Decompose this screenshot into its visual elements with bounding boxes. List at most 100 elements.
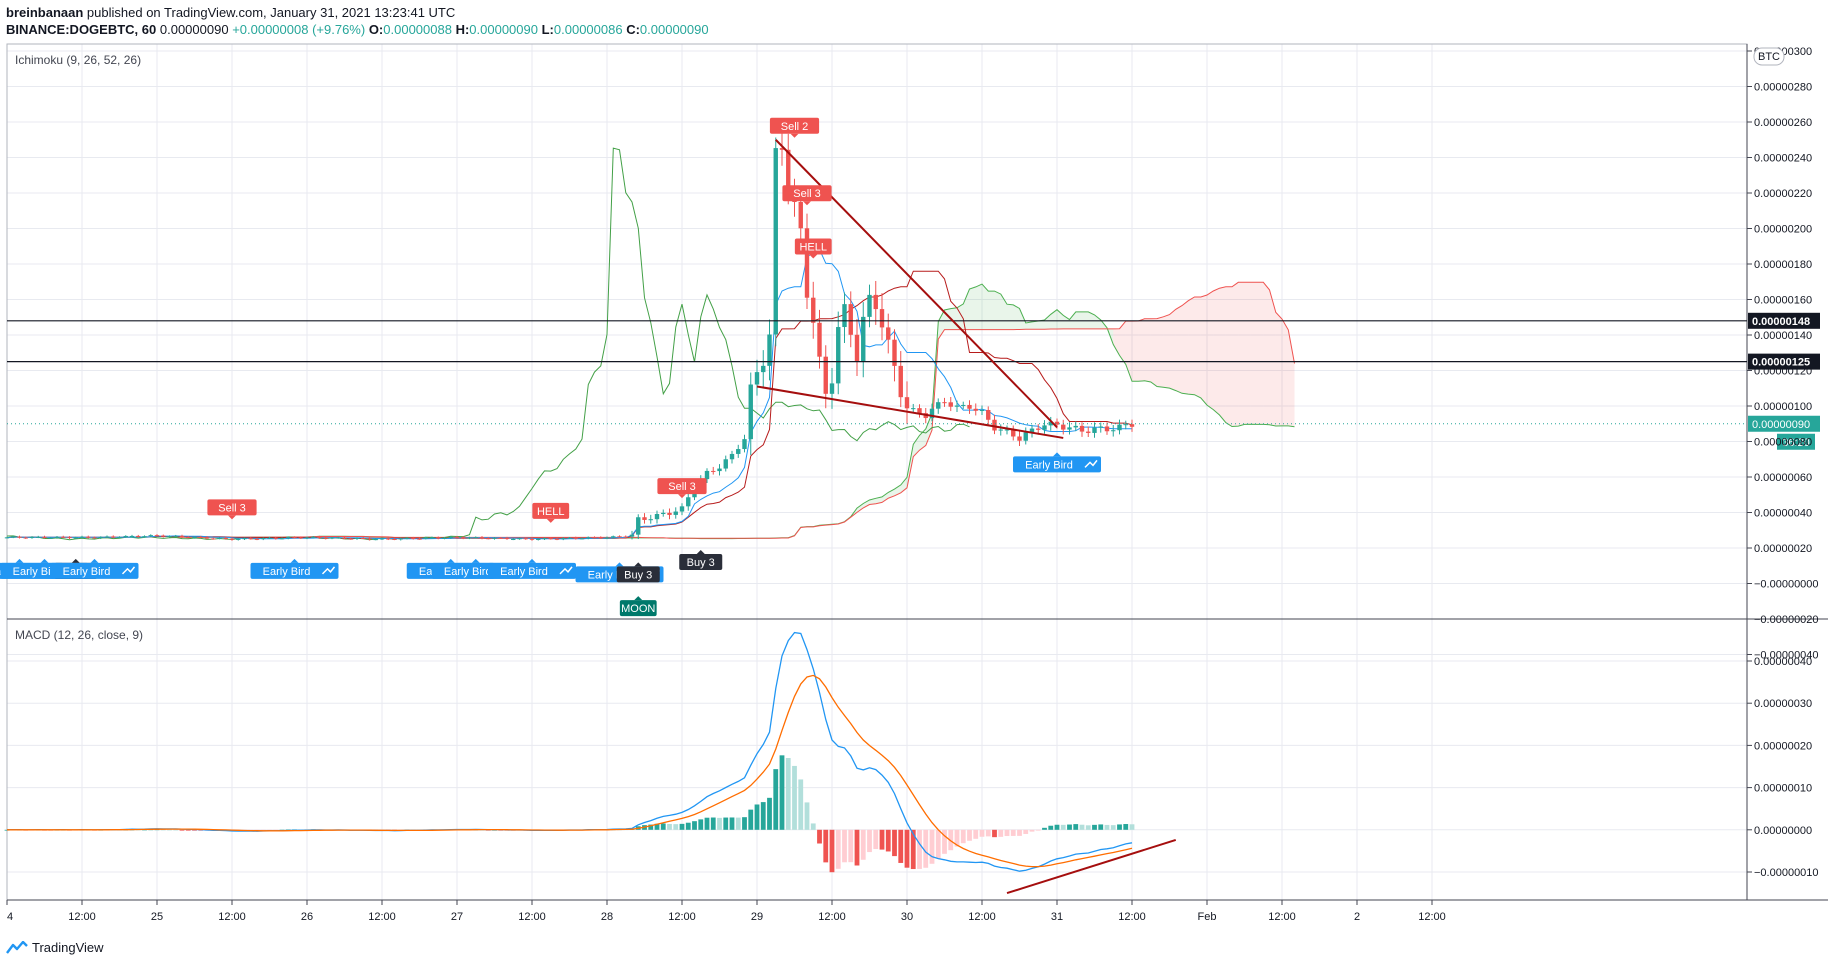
candle-body: [479, 537, 485, 539]
candle-body: [186, 537, 191, 539]
cloud-segment: [1007, 304, 1014, 330]
candle-body: [117, 537, 122, 539]
macd-signal-line: [7, 674, 1133, 868]
signal-text: Early Bird: [500, 566, 548, 578]
level-price-tag: [1748, 353, 1820, 370]
cloud-segment: [1232, 282, 1239, 427]
candle-body: [417, 538, 422, 540]
cloud-segment: [1032, 320, 1039, 330]
candle-body: [1117, 424, 1122, 431]
macd-histogram-bar: [673, 824, 679, 830]
candle-body: [1017, 436, 1022, 441]
candle-body: [1048, 421, 1053, 426]
candle-body: [167, 536, 172, 538]
level-price-label: 0.00000148: [1752, 316, 1810, 328]
candle-body: [79, 536, 85, 538]
cloud-segment: [1044, 314, 1051, 330]
price-axis[interactable]: 0.000003000.000002800.000002600.00000240…: [1747, 46, 1819, 662]
macd-histogram-bar: [792, 765, 797, 830]
bird-icon: [121, 566, 136, 575]
time-tick-label: 12:00: [518, 911, 546, 923]
signal-pointer: [228, 515, 236, 520]
candle-body: [273, 537, 278, 539]
signal-pointer: [634, 562, 643, 567]
macd-histogram-bar: [873, 829, 879, 850]
time-axis[interactable]: 4 12:00 25 12:00 26 12:00 27 12:00 28 12:00 29 12:0…: [6, 900, 1446, 923]
macd-histogram-bar: [1129, 824, 1135, 830]
macd-histogram-bar: [735, 817, 741, 830]
time-tick-label: Feb: [1198, 911, 1217, 923]
price-tick-label: 0.00000260: [1754, 117, 1812, 129]
candle-body: [536, 538, 541, 540]
candle-body: [604, 537, 610, 539]
macd-histogram-bar: [923, 829, 929, 868]
macd-histogram-bar: [748, 809, 754, 830]
candle-body: [967, 404, 972, 409]
candle-body: [104, 536, 110, 538]
time-tick-label: 28: [601, 911, 613, 923]
symbol-label[interactable]: BINANCE:DOGEBTC, 60: [6, 22, 157, 37]
candle-body: [929, 408, 935, 419]
signal-text: Buy 3: [687, 557, 715, 569]
candle-body: [23, 537, 28, 539]
candle-body: [961, 404, 966, 406]
macd-title[interactable]: MACD (12, 26, close, 9): [15, 628, 143, 642]
price-tick-label: 0.00000140: [1754, 330, 1812, 342]
candle-body: [161, 535, 166, 537]
cloud-segment: [1144, 318, 1151, 383]
high-label: H:: [455, 22, 470, 37]
macd-histogram-bar: [823, 829, 829, 863]
macd-histogram-bar: [660, 823, 666, 830]
candle-body: [779, 148, 785, 150]
signal-label: Buy 3: [616, 562, 660, 583]
candle-body: [848, 304, 853, 335]
macd-histogram-bar: [173, 829, 179, 831]
cloud-segment: [1200, 294, 1207, 406]
candle-body: [236, 538, 241, 540]
bird-icon: [559, 566, 573, 575]
candle-body: [304, 537, 310, 539]
horizontal-levels[interactable]: 0.00000148 0.00000125 0.00000090 36:20: [7, 312, 1820, 450]
publish-line: breinbanaan published on TradingView.com…: [6, 4, 709, 21]
footer-brand[interactable]: TradingView: [32, 940, 104, 955]
signal-label: Early Bird: [488, 558, 576, 579]
ichimoku-title[interactable]: Ichimoku (9, 26, 52, 26): [15, 53, 141, 67]
candle-body: [1067, 427, 1072, 430]
candle-body: [279, 538, 285, 540]
candle-body: [73, 537, 78, 539]
candle-body: [448, 536, 453, 538]
candle-body: [823, 356, 828, 394]
candle-body: [992, 419, 997, 431]
candle-body: [498, 537, 503, 539]
ichimoku-lines: [6, 147, 1295, 541]
candle-body: [761, 365, 766, 373]
signal-box: [616, 566, 660, 583]
candle-body: [729, 453, 735, 460]
macd-histogram-bar: [973, 829, 979, 839]
macd-indicator: [4, 631, 1135, 873]
cloud-segment: [1250, 282, 1257, 425]
time-tick-label: 26: [301, 911, 313, 923]
candle-body: [36, 536, 41, 538]
author-name[interactable]: breinbanaan: [6, 5, 84, 20]
candle-body: [748, 384, 753, 440]
signal-box: [657, 478, 707, 495]
candle-body: [1086, 431, 1091, 433]
currency-badge[interactable]: BTC: [1753, 47, 1785, 66]
candle-body: [286, 537, 291, 539]
candle-body: [1054, 421, 1060, 425]
candle-body: [298, 537, 303, 539]
candle-body: [42, 536, 47, 538]
candle-body: [329, 537, 335, 539]
signal-text: Early Bird: [13, 566, 61, 578]
signal-box: [782, 185, 832, 202]
cloud-segment: [1219, 286, 1226, 423]
candle-body: [1011, 429, 1016, 437]
candle-body: [323, 537, 328, 539]
tradingview-logo-icon[interactable]: [6, 940, 28, 955]
candle-body: [398, 538, 403, 540]
close-label: C:: [626, 22, 640, 37]
macd-axis[interactable]: 0.00000040 0.00000030 0.00000020 0.00000010…: [1747, 656, 1819, 879]
macd-histogram-bar: [648, 824, 654, 830]
